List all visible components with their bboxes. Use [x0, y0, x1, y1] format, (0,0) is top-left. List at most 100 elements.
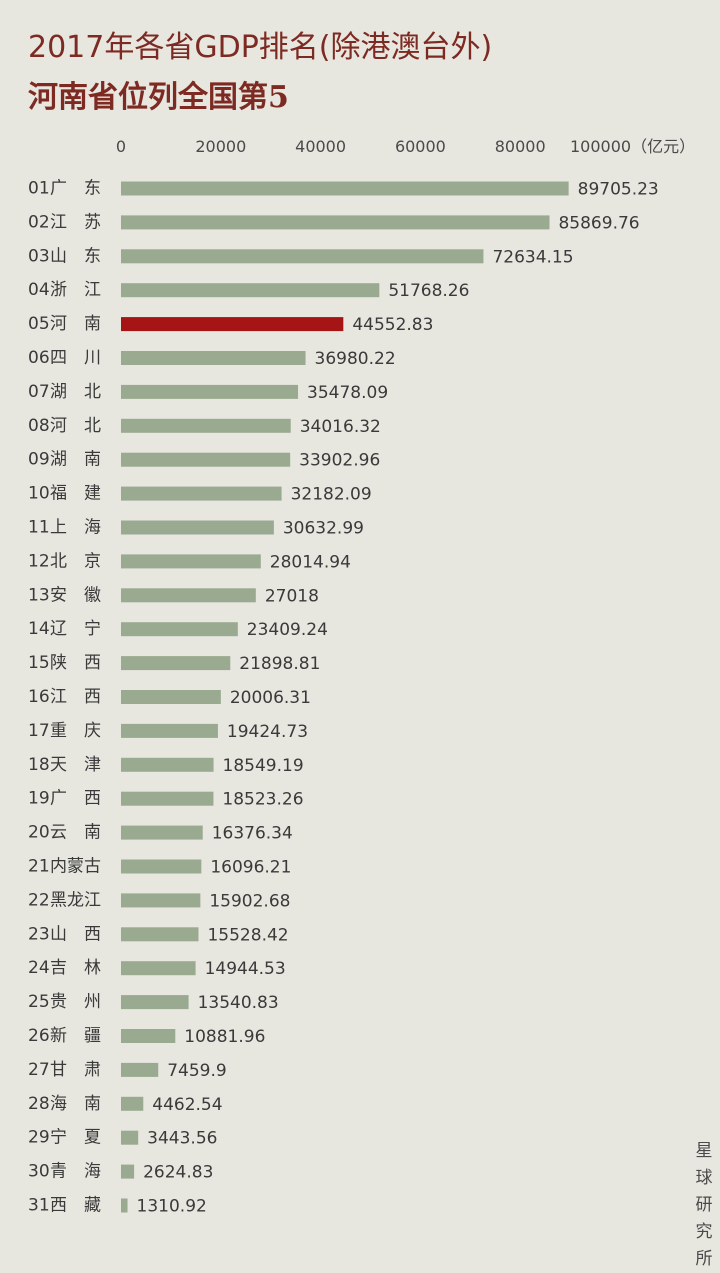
value-label: 36980.22	[315, 349, 396, 369]
chart-title: 2017年各省GDP排名(除港澳台外)	[28, 30, 493, 65]
bar	[121, 1198, 128, 1213]
chart-subtitle: 河南省位列全国第5	[28, 80, 289, 115]
rank-label: 15	[28, 653, 50, 673]
value-label: 15902.68	[209, 891, 290, 911]
bar	[121, 486, 282, 501]
rank-label: 06	[28, 348, 50, 368]
highlight-bar	[121, 317, 344, 332]
bar	[121, 690, 221, 704]
value-label: 35478.09	[307, 383, 388, 403]
value-label: 33902.96	[299, 451, 380, 471]
value-label: 85869.76	[558, 213, 639, 233]
rank-label: 25	[28, 992, 50, 1012]
rank-label: 27	[28, 1060, 50, 1080]
province-label: 广 东	[50, 179, 101, 199]
x-tick-label: 80000	[495, 137, 546, 156]
bar	[121, 351, 306, 365]
watermark: 星球研究所	[695, 1141, 713, 1269]
bar	[121, 452, 291, 467]
province-label: 江 西	[50, 687, 101, 707]
value-label: 4462.54	[152, 1095, 222, 1115]
province-label: 海 南	[50, 1094, 101, 1114]
bar	[121, 1096, 144, 1111]
rank-label: 21	[28, 857, 50, 877]
value-label: 3443.56	[147, 1129, 217, 1149]
value-label: 72634.15	[492, 247, 573, 267]
rank-label: 07	[28, 382, 50, 402]
bar	[121, 520, 274, 535]
bar	[121, 418, 291, 433]
province-label: 河 南	[50, 314, 101, 334]
province-label: 湖 北	[50, 382, 101, 402]
bar	[121, 656, 231, 671]
province-label: 北 京	[50, 551, 101, 571]
value-label: 30632.99	[283, 519, 364, 539]
rank-label: 11	[28, 518, 50, 538]
province-label: 山 西	[50, 924, 101, 944]
rank-label: 04	[28, 280, 50, 300]
province-label: 辽 宁	[50, 619, 101, 639]
province-label: 上 海	[50, 518, 101, 538]
rank-label: 13	[28, 585, 50, 605]
x-tick-label: 20000	[195, 137, 246, 156]
province-label: 福 建	[50, 484, 101, 504]
value-label: 34016.32	[300, 417, 381, 437]
rank-label: 30	[28, 1162, 50, 1182]
province-label: 山 东	[50, 246, 101, 266]
province-label: 吉 林	[50, 958, 101, 978]
value-label: 89705.23	[578, 180, 659, 200]
rank-label: 28	[28, 1094, 50, 1114]
value-label: 1310.92	[137, 1197, 207, 1217]
value-label: 14944.53	[205, 959, 286, 979]
rank-label: 12	[28, 551, 50, 571]
value-label: 10881.96	[184, 1027, 265, 1047]
province-label: 青 海	[50, 1162, 101, 1182]
rank-label: 23	[28, 924, 50, 944]
value-label: 19424.73	[227, 722, 308, 742]
bar	[121, 215, 550, 230]
province-label: 湖 南	[50, 450, 101, 470]
province-label: 四 川	[50, 348, 101, 368]
rank-label: 24	[28, 958, 50, 978]
bar	[121, 1029, 176, 1043]
bar	[121, 927, 199, 942]
rank-label: 29	[28, 1128, 50, 1148]
value-label: 32182.09	[291, 485, 372, 505]
rank-label: 19	[28, 789, 50, 809]
province-label: 新 疆	[50, 1026, 101, 1046]
value-label: 51768.26	[388, 281, 469, 301]
rank-label: 18	[28, 755, 50, 775]
x-tick-label: 100000（亿元）	[570, 137, 695, 156]
rank-label: 16	[28, 687, 50, 707]
province-label: 黑龙江	[50, 890, 101, 910]
bar	[121, 791, 214, 806]
province-label: 云 南	[50, 823, 101, 843]
value-label: 2624.83	[143, 1163, 213, 1183]
value-label: 16096.21	[210, 858, 291, 878]
province-label: 贵 州	[50, 992, 101, 1012]
province-label: 河 北	[50, 416, 101, 436]
value-label: 21898.81	[239, 654, 320, 674]
rank-label: 22	[28, 890, 50, 910]
bar	[121, 181, 569, 196]
value-label: 7459.9	[167, 1061, 226, 1081]
value-label: 44552.83	[352, 315, 433, 335]
bar	[121, 1164, 135, 1179]
x-tick-label: 0	[116, 137, 126, 156]
bar	[121, 825, 203, 840]
bar	[121, 757, 214, 772]
rank-label: 17	[28, 721, 50, 741]
value-label: 13540.83	[198, 993, 279, 1013]
province-label: 浙 江	[50, 280, 101, 300]
rank-label: 14	[28, 619, 50, 639]
bar	[121, 859, 202, 874]
rank-label: 03	[28, 246, 50, 266]
bar	[121, 588, 256, 603]
province-label: 内蒙古	[50, 857, 101, 877]
province-label: 安 徽	[50, 585, 101, 605]
value-label: 18523.26	[222, 790, 303, 810]
value-label: 18549.19	[223, 756, 304, 776]
bar	[121, 723, 218, 738]
x-tick-label: 40000	[295, 137, 346, 156]
